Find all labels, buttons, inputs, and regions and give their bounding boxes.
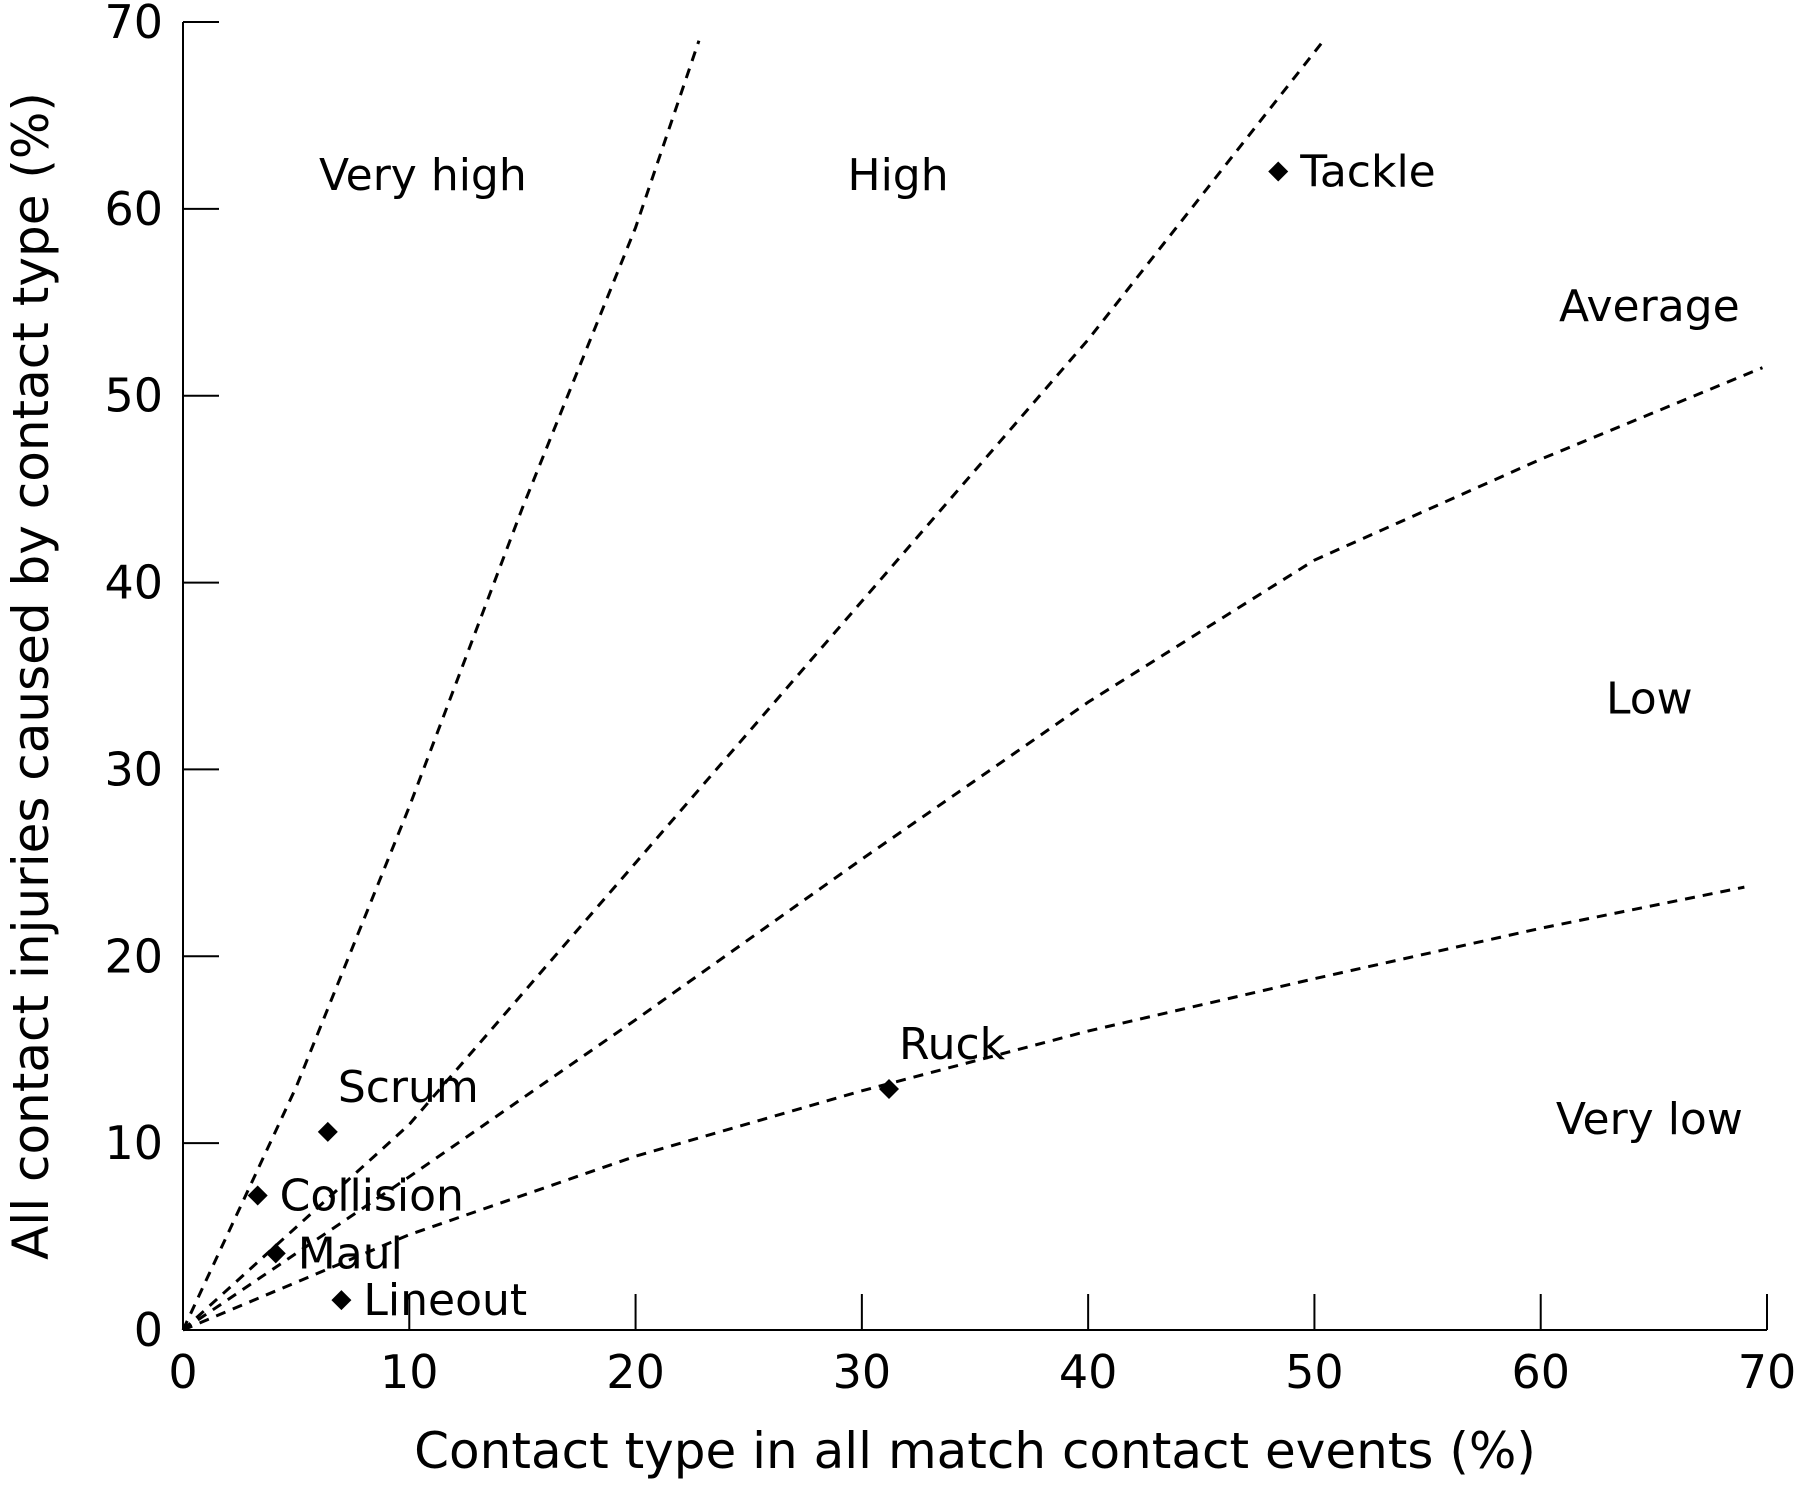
x-tick-label: 40	[1059, 1345, 1118, 1399]
zone-label: Very high	[319, 150, 527, 201]
y-tick-label: 10	[104, 1116, 163, 1170]
x-tick-label: 30	[833, 1345, 892, 1399]
point-label-maul: Maul	[298, 1228, 403, 1279]
y-tick-label: 50	[104, 369, 163, 423]
x-tick-label: 10	[380, 1345, 439, 1399]
x-tick-label: 50	[1285, 1345, 1344, 1399]
point-label-ruck: Ruck	[899, 1019, 1006, 1070]
point-marker-scrum	[317, 1121, 338, 1142]
y-tick-label: 40	[104, 556, 163, 610]
point-marker-ruck	[879, 1078, 900, 1099]
reference-line-1	[181, 40, 701, 1331]
zone-label: High	[847, 150, 948, 201]
x-axis-title: Contact type in all match contact events…	[414, 1422, 1536, 1480]
point-marker-maul	[265, 1243, 286, 1264]
y-tick-label: 60	[104, 182, 163, 236]
x-tick-label: 0	[168, 1345, 197, 1399]
point-label-collision: Collision	[280, 1170, 464, 1221]
reference-lines	[181, 39, 1764, 1332]
point-marker-lineout	[331, 1290, 352, 1311]
y-tick-label: 70	[104, 0, 163, 49]
y-tick-label: 0	[134, 1303, 163, 1357]
point-label-lineout: Lineout	[363, 1275, 527, 1326]
x-tick-label: 70	[1738, 1345, 1797, 1399]
x-tick-label: 60	[1511, 1345, 1570, 1399]
y-axis-title: All contact injuries caused by contact t…	[2, 92, 60, 1260]
axes	[182, 22, 1767, 1331]
point-marker-tackle	[1268, 161, 1289, 182]
point-label-tackle: Tackle	[1299, 146, 1436, 197]
reference-line-2	[181, 39, 1325, 1332]
point-label-scrum: Scrum	[338, 1062, 479, 1113]
reference-line-4	[182, 885, 1745, 1332]
point-marker-collision	[247, 1185, 268, 1206]
y-tick-label: 30	[104, 742, 163, 796]
x-tick-label: 20	[606, 1345, 665, 1399]
zone-labels: Very high High Average Low Very low	[319, 150, 1743, 1145]
zone-label: Average	[1559, 281, 1740, 332]
reference-line-3	[182, 366, 1764, 1332]
y-tick-label: 20	[104, 929, 163, 983]
ticks: 0 10 20 30 40 50 60 70 0 10 20 30 40 50 60 70	[104, 0, 1796, 1399]
zone-label: Very low	[1556, 1094, 1743, 1145]
zone-label: Low	[1606, 673, 1693, 724]
